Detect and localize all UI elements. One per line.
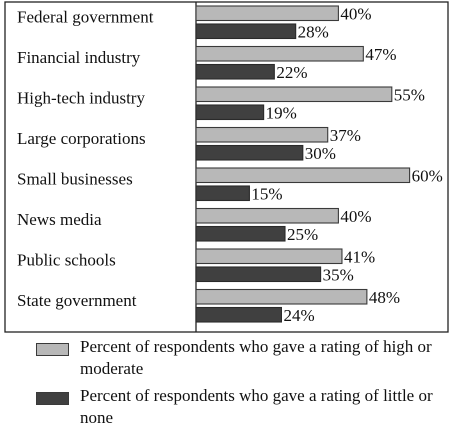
bar-high-high-tech-industry [195, 86, 393, 103]
value-label-little-small-businesses: 15% [251, 185, 282, 204]
bar-little-high-tech-industry [195, 104, 265, 121]
bar-little-public-schools [195, 266, 322, 283]
value-label-high-news-media: 40% [340, 207, 371, 226]
value-label-little-financial-industry: 22% [276, 63, 307, 82]
value-label-little-public-schools: 35% [323, 266, 354, 285]
bar-little-small-businesses [195, 185, 250, 202]
bar-high-large-corporations [195, 126, 329, 143]
category-label-state-government: State government [17, 291, 137, 310]
value-label-high-state-government: 48% [369, 288, 400, 307]
bar-little-large-corporations [195, 144, 304, 161]
bar-high-small-businesses [195, 167, 411, 184]
bar-high-state-government [195, 288, 368, 305]
legend-swatch-little [36, 392, 69, 405]
legend-label-little: Percent of respondents who gave a rating… [80, 386, 433, 427]
category-label-financial-industry: Financial industry [17, 48, 141, 67]
category-label-high-tech-industry: High-tech industry [17, 89, 145, 108]
bar-high-public-schools [195, 248, 343, 265]
bar-high-news-media [195, 207, 339, 224]
value-label-little-high-tech-industry: 19% [266, 104, 297, 123]
value-label-little-news-media: 25% [287, 225, 318, 244]
bar-high-financial-industry [195, 45, 364, 62]
value-label-high-federal-government: 40% [340, 5, 371, 24]
value-label-high-large-corporations: 37% [330, 126, 361, 145]
category-label-public-schools: Public schools [17, 251, 116, 270]
category-label-large-corporations: Large corporations [17, 129, 146, 148]
bar-chart: Federal government 40% 28% Financial indust… [4, 1, 449, 333]
legend-item-high: Percent of respondents who gave a rating… [0, 334, 452, 378]
value-label-high-public-schools: 41% [344, 248, 375, 267]
value-label-little-federal-government: 28% [298, 23, 329, 42]
legend-label-high: Percent of respondents who gave a rating… [80, 337, 432, 378]
category-label-news-media: News media [17, 210, 102, 229]
legend-item-little: Percent of respondents who gave a rating… [0, 383, 452, 427]
value-label-high-small-businesses: 60% [412, 167, 443, 186]
value-label-little-state-government: 24% [283, 306, 314, 325]
bar-little-federal-government [195, 23, 297, 40]
value-label-high-financial-industry: 47% [365, 45, 396, 64]
category-label-federal-government: Federal government [17, 8, 154, 27]
chart-frame [4, 1, 449, 333]
bar-high-federal-government [195, 5, 339, 22]
bar-little-financial-industry [195, 63, 275, 80]
bar-little-news-media [195, 225, 286, 242]
value-label-high-high-tech-industry: 55% [394, 86, 425, 105]
value-label-little-large-corporations: 30% [305, 144, 336, 163]
bar-little-state-government [195, 306, 282, 323]
category-label-small-businesses: Small businesses [17, 170, 133, 189]
legend-swatch-high [36, 343, 69, 356]
